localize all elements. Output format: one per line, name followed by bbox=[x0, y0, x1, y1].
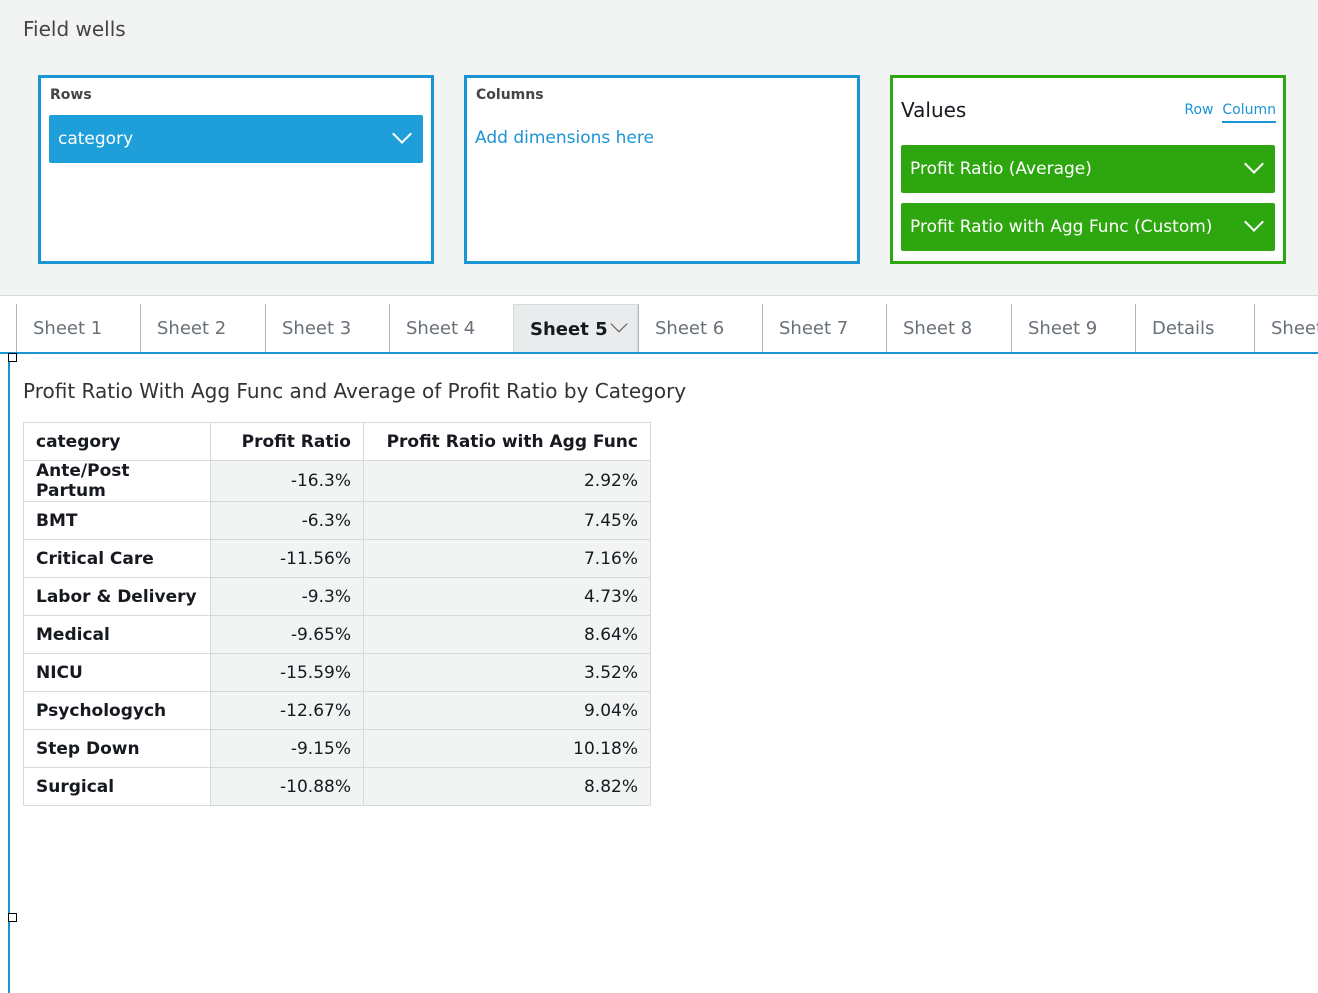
table-row: BMT -6.3% 7.45% bbox=[23, 501, 651, 540]
tab-label: Sheet 9 bbox=[1028, 318, 1098, 339]
table-row: Labor & Delivery -9.3% 4.73% bbox=[23, 577, 651, 616]
tab-label: Sheet 4 bbox=[406, 318, 476, 339]
field-pill[interactable]: Profit Ratio with Agg Func (Custom) bbox=[901, 203, 1275, 251]
tab-chevron[interactable] bbox=[610, 315, 628, 333]
toggle-column[interactable]: Column bbox=[1222, 102, 1276, 123]
cell-value: 7.45% bbox=[363, 501, 651, 540]
tab-label: Sheet 3 bbox=[282, 318, 352, 339]
tab-label: Sheet 8 bbox=[903, 318, 973, 339]
placeholder: Add dimensions here bbox=[475, 128, 654, 148]
tab-label: Sheet 5 bbox=[530, 319, 608, 340]
row-header: Psychologych bbox=[23, 691, 211, 730]
row-header: Ante/Post Partum bbox=[23, 460, 211, 502]
cell-value: -10.88% bbox=[210, 767, 364, 806]
cell-value: 2.92% bbox=[363, 460, 651, 502]
sheet-tab[interactable]: Sheet 6 bbox=[638, 304, 740, 352]
cell-value: 8.82% bbox=[363, 767, 651, 806]
tab-label: Sheet 6 bbox=[655, 318, 725, 339]
field-wells-panel: Field wells Rows category Columns Add di… bbox=[0, 0, 1318, 296]
column-header: Profit Ratio with Agg Func bbox=[363, 422, 651, 461]
sheet-tab[interactable]: Sheet 8 bbox=[886, 304, 988, 352]
cell-value: 4.73% bbox=[363, 577, 651, 616]
field-pill[interactable]: Profit Ratio (Average) bbox=[901, 145, 1275, 193]
cell-value: 3.52% bbox=[363, 653, 651, 692]
values-well[interactable]: Values Row Column Profit Ratio (Average)… bbox=[890, 75, 1286, 264]
sheet-tab[interactable]: Sheet 7 bbox=[762, 304, 864, 352]
chevron[interactable] bbox=[392, 124, 412, 144]
cell-value: -16.3% bbox=[210, 460, 364, 502]
field-name: category bbox=[58, 129, 134, 149]
cell-value: -12.67% bbox=[210, 691, 364, 730]
table-row: Critical Care -11.56% 7.16% bbox=[23, 539, 651, 578]
row-header: NICU bbox=[23, 653, 211, 692]
column-header: category bbox=[23, 422, 211, 461]
tab-label: Sheet 7 bbox=[779, 318, 849, 339]
table-row: Ante/Post Partum -16.3% 2.92% bbox=[23, 460, 651, 502]
table-row: Step Down -9.15% 10.18% bbox=[23, 729, 651, 768]
cell-value: 7.16% bbox=[363, 539, 651, 578]
cell-value: -9.3% bbox=[210, 577, 364, 616]
sheet-tab[interactable]: Sheet 2 bbox=[140, 304, 242, 352]
rows-well[interactable]: Rows category bbox=[38, 75, 434, 264]
columns-well[interactable]: Columns Add dimensions here bbox=[464, 75, 860, 264]
resize-handle[interactable] bbox=[8, 913, 17, 922]
field-pill[interactable]: category bbox=[49, 115, 423, 163]
pivot-table: category Profit Ratio Profit Ratio with Ag… bbox=[23, 422, 651, 806]
tab-label: Sheet bbox=[1271, 318, 1318, 339]
table-row: NICU -15.59% 3.52% bbox=[23, 653, 651, 692]
cell-value: 8.64% bbox=[363, 615, 651, 654]
sheet-tab[interactable]: Sheet 1 bbox=[16, 304, 118, 352]
table-row: Psychologych -12.67% 9.04% bbox=[23, 691, 651, 730]
cell-value: -6.3% bbox=[210, 501, 364, 540]
sheet-tab[interactable]: Sheet 9 bbox=[1011, 304, 1113, 352]
sheet-tabs: Sheet 1 Sheet 2 Sheet 3 Sheet 4 Sheet 5 Sheet… bbox=[0, 296, 1318, 354]
row-header: Medical bbox=[23, 615, 211, 654]
row-header: Step Down bbox=[23, 729, 211, 768]
well-label: Values bbox=[901, 98, 967, 122]
chevron[interactable] bbox=[1244, 154, 1264, 174]
header-row: category Profit Ratio Profit Ratio with Ag… bbox=[23, 422, 651, 461]
row-header: Surgical bbox=[23, 767, 211, 806]
well-label: Rows bbox=[50, 87, 92, 103]
sheet-tab[interactable]: Sheet 4 bbox=[389, 304, 491, 352]
row-header: Critical Care bbox=[23, 539, 211, 578]
sheet-tab[interactable]: Sheet 5 bbox=[513, 304, 638, 352]
tab-label: Sheet 1 bbox=[33, 318, 103, 339]
cell-value: -11.56% bbox=[210, 539, 364, 578]
cell-value: -9.65% bbox=[210, 615, 364, 654]
layout-toggle: Row Column bbox=[1184, 102, 1276, 123]
row-header: BMT bbox=[23, 501, 211, 540]
sheet-tab[interactable]: Details bbox=[1135, 304, 1230, 352]
resize-handle[interactable] bbox=[8, 353, 17, 362]
row-header: Labor & Delivery bbox=[23, 577, 211, 616]
visual-title: Profit Ratio With Agg Func and Average o… bbox=[23, 379, 687, 403]
table-row: Medical -9.65% 8.64% bbox=[23, 615, 651, 654]
field-wells-title: Field wells bbox=[23, 17, 126, 41]
field-name: Profit Ratio (Average) bbox=[910, 159, 1092, 179]
cell-value: -15.59% bbox=[210, 653, 364, 692]
tab-label: Sheet 2 bbox=[157, 318, 227, 339]
toggle-row[interactable]: Row bbox=[1184, 102, 1214, 118]
well-label: Columns bbox=[476, 87, 544, 103]
visual-border bbox=[8, 353, 10, 993]
table-row: Surgical -10.88% 8.82% bbox=[23, 767, 651, 806]
column-header: Profit Ratio bbox=[210, 422, 364, 461]
sheet-tab[interactable]: Sheet bbox=[1254, 304, 1318, 352]
cell-value: 10.18% bbox=[363, 729, 651, 768]
tab-label: Details bbox=[1152, 318, 1215, 339]
chevron[interactable] bbox=[1244, 212, 1264, 232]
cell-value: 9.04% bbox=[363, 691, 651, 730]
sheet-tab[interactable]: Sheet 3 bbox=[265, 304, 367, 352]
cell-value: -9.15% bbox=[210, 729, 364, 768]
field-name: Profit Ratio with Agg Func (Custom) bbox=[910, 217, 1213, 237]
